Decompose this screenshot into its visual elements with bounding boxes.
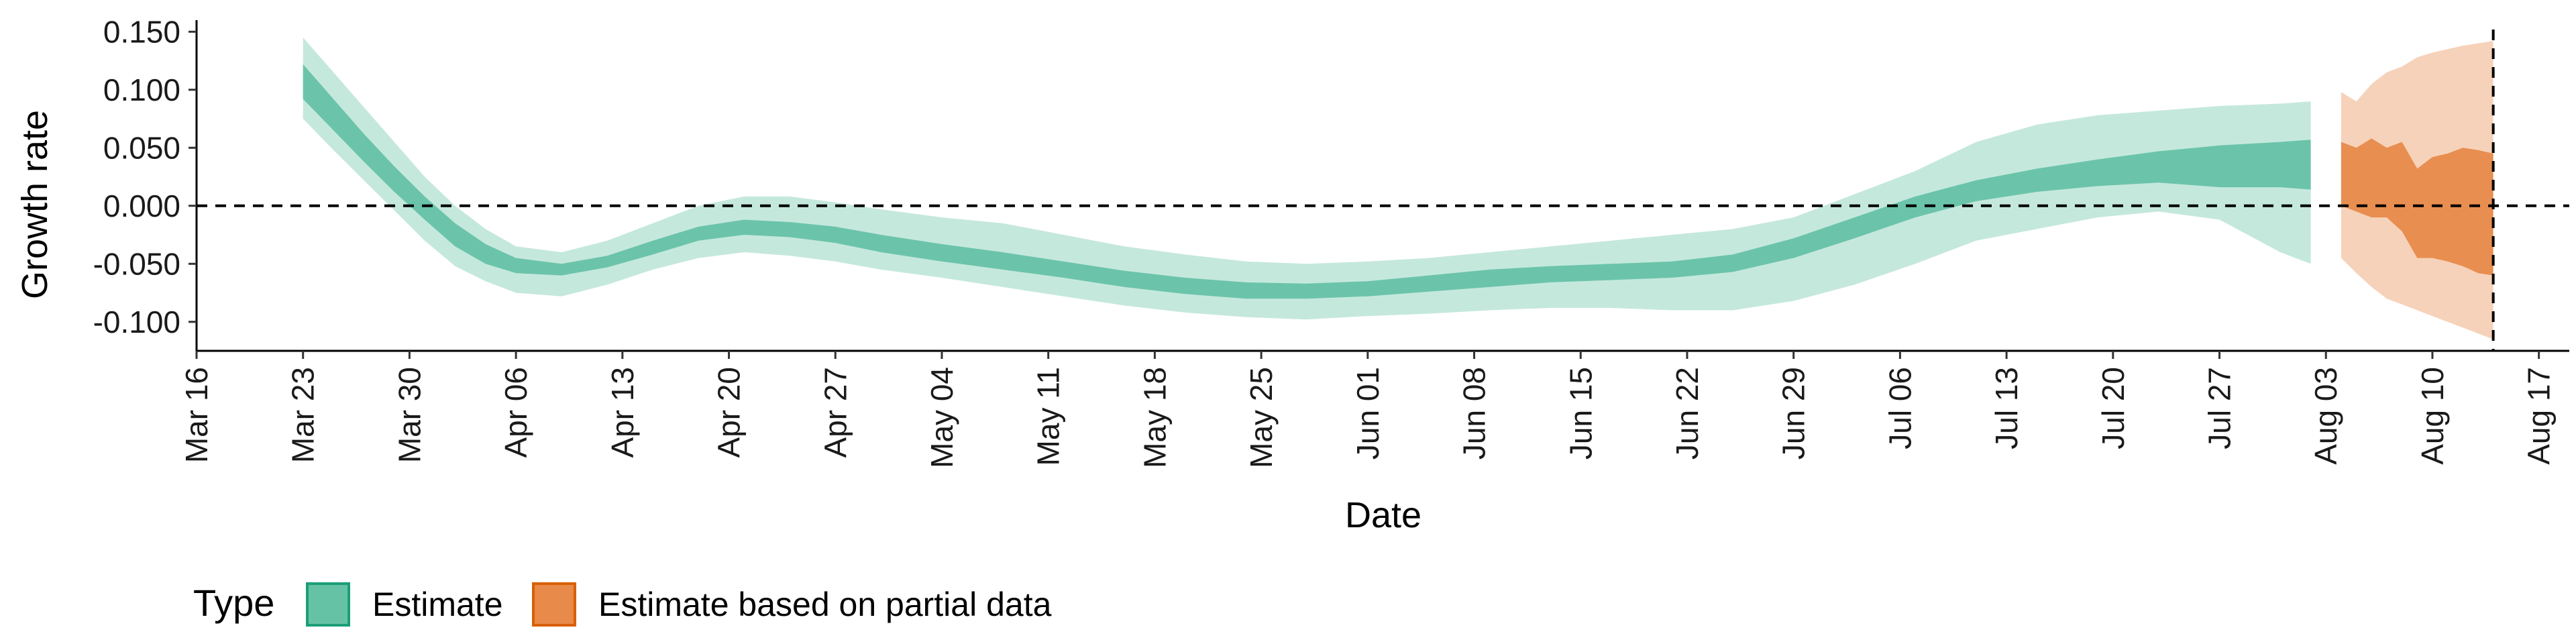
x-tick-label: May 18 — [1137, 367, 1172, 468]
legend-label-partial: Estimate based on partial data — [598, 586, 1052, 623]
x-tick-label: Jun 01 — [1350, 367, 1385, 460]
axes — [195, 20, 2569, 352]
x-tick-label: Jul 13 — [1989, 367, 2024, 449]
reference-lines — [197, 30, 2569, 351]
x-tick-label: Jun 29 — [1776, 367, 1811, 460]
legend-title: Type — [193, 582, 274, 624]
x-tick-label: Aug 03 — [2308, 367, 2343, 465]
x-tick-label: May 04 — [924, 367, 959, 468]
x-tick-label: Apr 06 — [498, 367, 533, 458]
x-tick-label: Apr 20 — [712, 367, 747, 458]
legend-swatch-partial — [532, 582, 576, 627]
x-tick-label: Aug 17 — [2522, 367, 2557, 465]
x-tick-label: Jun 22 — [1670, 367, 1705, 460]
bands-layer — [303, 37, 2493, 339]
x-tick-label: Apr 27 — [818, 367, 853, 458]
y-tick-label: -0.050 — [93, 246, 180, 281]
x-tick-label: Jul 27 — [2202, 367, 2237, 449]
y-tick-label: 0.150 — [103, 14, 180, 49]
y-tick-label: 0.050 — [103, 130, 180, 165]
ticks: -0.100 -0.050 0.000 0.050 0.100 0.150 Mar 16 Ma… — [93, 14, 2557, 468]
x-tick-label: May 25 — [1244, 367, 1279, 468]
x-tick-label: Mar 16 — [179, 367, 214, 463]
y-tick-label: 0.000 — [103, 189, 180, 223]
y-tick-label: 0.100 — [103, 72, 180, 107]
x-tick-label: Jun 15 — [1563, 367, 1598, 460]
legend-label-estimate: Estimate — [372, 586, 503, 623]
x-axis-title: Date — [1345, 495, 1421, 535]
x-tick-label: Mar 23 — [286, 367, 321, 463]
x-tick-label: Aug 10 — [2415, 367, 2450, 465]
y-axis-title: Growth rate — [15, 110, 55, 299]
x-tick-label: Jul 20 — [2096, 367, 2131, 449]
y-tick-label: -0.100 — [93, 305, 180, 339]
x-tick-label: Jun 08 — [1457, 367, 1492, 460]
x-tick-label: Mar 30 — [392, 367, 427, 463]
x-tick-label: May 11 — [1031, 367, 1066, 466]
x-tick-label: Jul 06 — [1882, 367, 1917, 449]
band-inner-estimate — [303, 64, 2311, 299]
legend-swatch-estimate — [306, 582, 350, 627]
legend: Type Estimate Estimate based on partial … — [193, 582, 1052, 627]
x-tick-label: Apr 13 — [605, 367, 640, 458]
